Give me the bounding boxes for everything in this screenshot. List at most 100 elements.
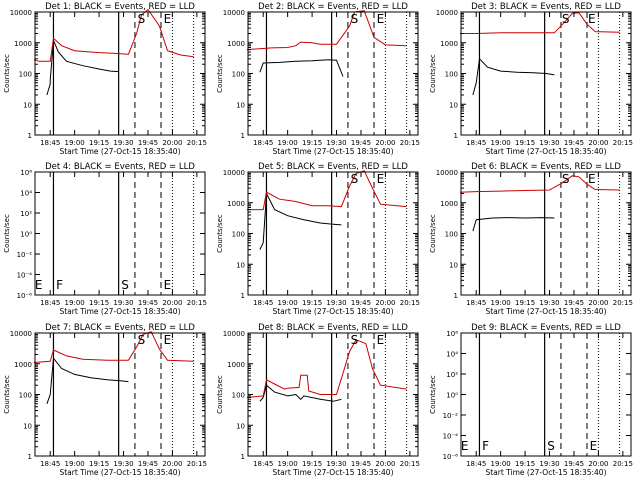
- marker-label: S: [547, 439, 555, 453]
- x-axis-label: Start Time (27-Oct-15 18:35:40): [272, 307, 393, 316]
- x-tick-label: 19:15: [302, 460, 322, 468]
- y-tick-label: 10⁻⁶: [17, 292, 33, 300]
- y-tick-label: 10⁶: [20, 169, 32, 177]
- y-tick-label: 100: [19, 392, 32, 400]
- marker-label: E: [164, 278, 172, 292]
- y-tick-label: 10⁻²: [17, 251, 33, 259]
- y-tick-label: 1000: [227, 361, 245, 369]
- x-axis-label: Start Time (27-Oct-15 18:35:40): [272, 468, 393, 477]
- x-tick-label: 20:00: [162, 139, 182, 147]
- x-axis-label: Start Time (27-Oct-15 18:35:40): [59, 307, 180, 316]
- x-tick-label: 18:45: [40, 139, 60, 147]
- y-tick-label: 10: [236, 422, 245, 430]
- marker-label: F: [482, 439, 489, 453]
- marker-label: E: [588, 172, 596, 186]
- x-tick-label: 19:00: [491, 299, 511, 307]
- series-lld-line: [459, 12, 620, 34]
- series-events-line: [259, 59, 344, 77]
- y-tick-label: 1: [454, 292, 458, 300]
- x-tick-label: 18:45: [40, 460, 60, 468]
- y-tick-label: 10000: [436, 9, 458, 17]
- y-tick-label: 10⁴: [20, 190, 32, 198]
- x-tick-label: 19:00: [491, 460, 511, 468]
- x-tick-label: 19:00: [65, 139, 85, 147]
- panel-title: Det 3: BLACK = Events, RED = LLD: [471, 2, 621, 12]
- panel-title: Det 1: BLACK = Events, RED = LLD: [45, 2, 195, 12]
- series-events-line: [472, 57, 555, 96]
- x-tick-label: 18:45: [253, 139, 273, 147]
- plot-frame: [34, 171, 206, 296]
- y-tick-label: 1000: [440, 40, 458, 48]
- series-events-line: [259, 191, 342, 250]
- y-tick-label: 1000: [14, 361, 32, 369]
- series-events-line: [259, 384, 342, 402]
- y-tick-label: 10000: [223, 169, 245, 177]
- y-tick-label: 10000: [10, 9, 32, 17]
- x-tick-label: 20:15: [400, 460, 420, 468]
- x-tick-label: 20:15: [400, 139, 420, 147]
- marker-label: S: [138, 12, 146, 26]
- x-tick-label: 20:15: [613, 299, 633, 307]
- y-tick-label: 1: [241, 132, 245, 140]
- marker-label: E: [377, 12, 385, 26]
- x-tick-label: 19:15: [515, 139, 535, 147]
- x-tick-label: 19:30: [113, 460, 133, 468]
- y-tick-label: 10: [449, 261, 458, 269]
- plot-frame: [460, 332, 632, 457]
- x-tick-label: 20:15: [613, 460, 633, 468]
- x-tick-label: 19:30: [539, 460, 559, 468]
- plot-frame: [247, 11, 419, 136]
- y-axis-label: Counts/sec: [216, 375, 224, 414]
- y-tick-label: 100: [445, 71, 458, 79]
- x-tick-label: 18:45: [466, 139, 486, 147]
- plot-frame: [34, 332, 206, 457]
- x-tick-label: 19:15: [89, 460, 109, 468]
- y-tick-label: 1: [241, 292, 245, 300]
- marker-label: E: [588, 12, 596, 26]
- y-tick-label: 10⁻⁴: [17, 272, 33, 280]
- x-tick-label: 19:00: [278, 460, 298, 468]
- x-tick-label: 20:15: [400, 299, 420, 307]
- x-tick-label: 19:45: [351, 139, 371, 147]
- x-axis-label: Start Time (27-Oct-15 18:35:40): [485, 147, 606, 156]
- x-tick-label: 18:45: [40, 299, 60, 307]
- x-tick-label: 18:45: [253, 299, 273, 307]
- x-tick-label: 19:00: [278, 139, 298, 147]
- plot-frame: [34, 11, 206, 136]
- x-tick-label: 18:45: [466, 299, 486, 307]
- x-tick-label: 19:45: [138, 299, 158, 307]
- marker-label: E: [461, 439, 469, 453]
- series-lld-line: [246, 10, 407, 51]
- x-axis-label: Start Time (27-Oct-15 18:35:40): [485, 468, 606, 477]
- x-tick-label: 18:45: [253, 460, 273, 468]
- y-tick-label: 10⁴: [446, 351, 458, 359]
- x-tick-label: 19:45: [564, 460, 584, 468]
- x-tick-label: 19:15: [302, 139, 322, 147]
- panel-title: Det 9: BLACK = Events, RED = LLD: [471, 323, 621, 333]
- y-tick-label: 10000: [436, 169, 458, 177]
- panel-title: Det 7: BLACK = Events, RED = LLD: [45, 323, 195, 333]
- x-tick-label: 19:30: [539, 139, 559, 147]
- marker-label: S: [562, 172, 570, 186]
- y-tick-label: 10: [23, 422, 32, 430]
- x-tick-label: 19:15: [515, 299, 535, 307]
- series-lld-line: [246, 339, 407, 398]
- x-tick-label: 19:15: [302, 299, 322, 307]
- x-tick-label: 20:15: [187, 460, 207, 468]
- x-tick-label: 19:15: [515, 460, 535, 468]
- x-tick-label: 19:00: [278, 299, 298, 307]
- y-tick-label: 100: [232, 392, 245, 400]
- marker-label: E: [377, 333, 385, 347]
- y-axis-label: Counts/sec: [3, 54, 11, 93]
- plot-frame: [247, 171, 419, 296]
- series-lld-line: [33, 8, 194, 62]
- x-tick-label: 19:30: [113, 139, 133, 147]
- series-lld-line: [33, 331, 194, 363]
- y-axis-label: Counts/sec: [216, 214, 224, 253]
